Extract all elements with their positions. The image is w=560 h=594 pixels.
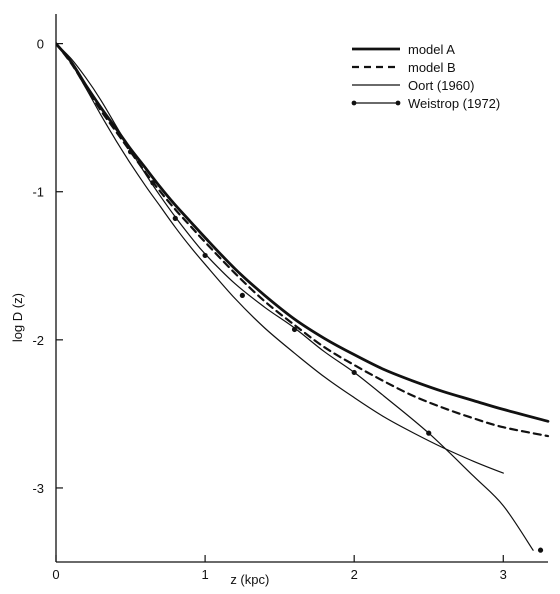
- series-line-oort-1960: [56, 43, 504, 474]
- y-tick-label: -1: [32, 185, 44, 200]
- series-marker-weistrop-1972: [202, 252, 208, 259]
- series-marker-weistrop-1972: [127, 149, 134, 155]
- legend-marker-weistrop-1972: [395, 100, 401, 106]
- y-tick-label: -3: [32, 481, 44, 496]
- axes: 0 1 2 3 0 -1 -2 -3: [32, 37, 506, 582]
- x-axis-title: z (kpc): [230, 572, 269, 587]
- y-tick-label: 0: [37, 37, 44, 52]
- legend-marker-weistrop-1972: [351, 100, 357, 106]
- plot-frame: [55, 14, 548, 563]
- legend-label-weistrop-1972: Weistrop (1972): [408, 96, 500, 111]
- x-tick-label: 0: [52, 567, 59, 582]
- legend: model A model B Oort (1960) Weistrop (1972): [351, 42, 500, 111]
- legend-label-model-b: model B: [408, 60, 456, 75]
- x-tick-label: 2: [351, 567, 358, 582]
- series-line-model-a: [56, 42, 550, 423]
- x-tick-label: 3: [500, 567, 507, 582]
- x-tick-label: 1: [201, 567, 208, 582]
- series-line-weistrop-1972: [56, 43, 534, 551]
- series-line-model-b: [56, 42, 550, 438]
- series-layer: [56, 42, 550, 553]
- series-marker-weistrop-1972: [239, 292, 245, 299]
- y-axis-title: log D (z): [10, 293, 25, 342]
- series-marker-weistrop-1972: [537, 547, 544, 553]
- series-marker-weistrop-1972: [351, 369, 357, 376]
- legend-label-model-a: model A: [408, 42, 455, 57]
- series-marker-weistrop-1972: [150, 180, 156, 186]
- y-tick-label: -2: [32, 333, 44, 348]
- legend-label-oort-1960: Oort (1960): [408, 78, 474, 93]
- series-marker-weistrop-1972: [172, 215, 178, 221]
- series-marker-weistrop-1972: [291, 326, 298, 333]
- series-marker-weistrop-1972: [426, 430, 432, 436]
